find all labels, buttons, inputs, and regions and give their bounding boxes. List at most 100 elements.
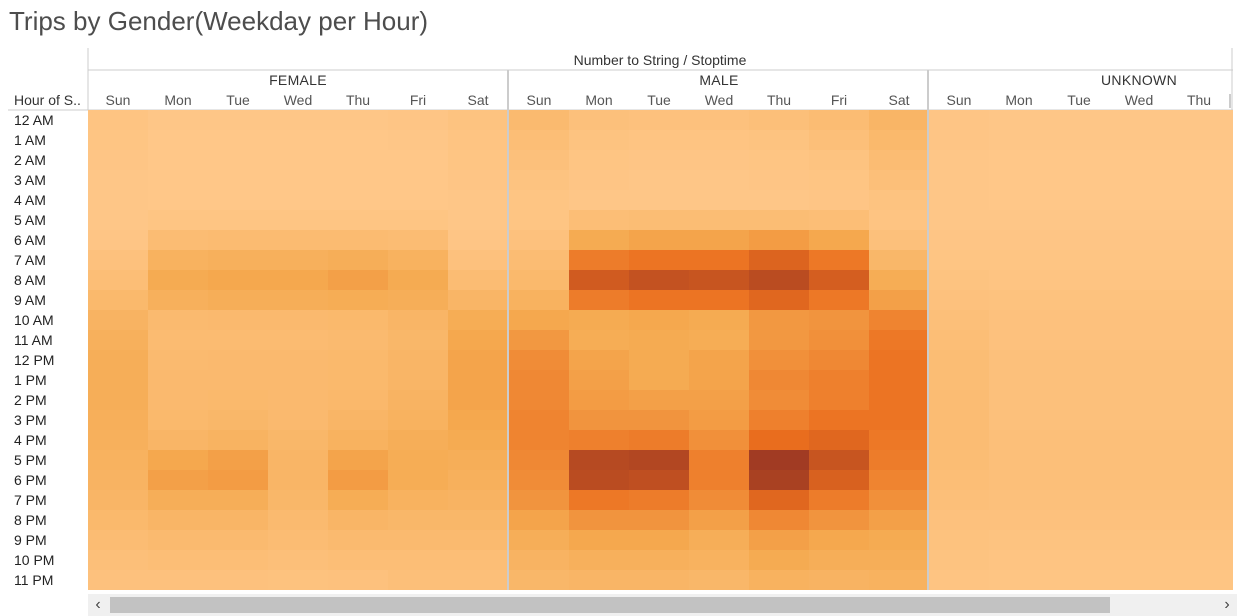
heatmap-cell bbox=[1229, 250, 1233, 270]
day-label-tue: Tue bbox=[1067, 92, 1091, 108]
scroll-left-arrow-icon[interactable]: ‹ bbox=[95, 596, 101, 613]
heatmap-cell bbox=[148, 190, 208, 210]
heatmap-cell bbox=[989, 310, 1049, 330]
heatmap-cell bbox=[1109, 310, 1169, 330]
heatmap-cell bbox=[749, 190, 809, 210]
heatmap-cell bbox=[1229, 270, 1233, 290]
heatmap-cell bbox=[208, 410, 268, 430]
heatmap-cell bbox=[1109, 510, 1169, 530]
heatmap-cell bbox=[1229, 390, 1233, 410]
heatmap-cell bbox=[208, 370, 268, 390]
heatmap-cell bbox=[1229, 510, 1233, 530]
heatmap-cell bbox=[989, 490, 1049, 510]
day-label-wed: Wed bbox=[284, 92, 313, 108]
heatmap-cell bbox=[1049, 410, 1109, 430]
heatmap-cell bbox=[148, 310, 208, 330]
heatmap-cell bbox=[929, 190, 989, 210]
heatmap-cell bbox=[1229, 170, 1233, 190]
heatmap-cell bbox=[689, 230, 749, 250]
heatmap-cell bbox=[1229, 350, 1233, 370]
heatmap-cell bbox=[388, 170, 448, 190]
heatmap-cell bbox=[268, 290, 328, 310]
heatmap-cell bbox=[268, 190, 328, 210]
heatmap-cell bbox=[509, 110, 569, 130]
heatmap-cell bbox=[809, 490, 869, 510]
hour-label: 4 AM bbox=[14, 192, 46, 208]
heatmap-cell bbox=[1049, 230, 1109, 250]
heatmap-cell bbox=[1229, 230, 1233, 250]
heatmap-cell bbox=[1169, 290, 1229, 310]
heatmap-cell bbox=[1169, 330, 1229, 350]
heatmap-cell bbox=[148, 210, 208, 230]
heatmap-cell bbox=[328, 470, 388, 490]
heatmap-cell bbox=[929, 290, 989, 310]
heatmap-cell bbox=[1109, 270, 1169, 290]
heatmap-cell bbox=[328, 250, 388, 270]
column-header-label: Number to String / Stoptime bbox=[574, 52, 747, 68]
hour-label: 11 PM bbox=[14, 572, 53, 588]
heatmap-cell bbox=[569, 510, 629, 530]
heatmap-cell bbox=[448, 570, 508, 590]
heatmap-cell bbox=[869, 570, 929, 590]
heatmap-cell bbox=[1109, 210, 1169, 230]
heatmap-cell bbox=[88, 150, 148, 170]
heatmap-cell bbox=[749, 310, 809, 330]
heatmap-cell bbox=[929, 310, 989, 330]
heatmap-cell bbox=[268, 410, 328, 430]
heatmap-cell bbox=[569, 110, 629, 130]
heatmap-cell bbox=[448, 430, 508, 450]
heatmap-cell bbox=[509, 370, 569, 390]
heatmap-cell bbox=[809, 170, 869, 190]
heatmap-cell bbox=[929, 550, 989, 570]
heatmap-cell bbox=[448, 370, 508, 390]
heatmap-cell bbox=[869, 350, 929, 370]
scrollbar-thumb[interactable] bbox=[110, 597, 1110, 613]
heatmap-cell bbox=[989, 170, 1049, 190]
heatmap-cell bbox=[268, 250, 328, 270]
heatmap-cell bbox=[989, 250, 1049, 270]
heatmap-cell bbox=[448, 350, 508, 370]
heatmap-cell bbox=[749, 510, 809, 530]
heatmap-cell bbox=[749, 470, 809, 490]
heatmap-cell bbox=[1229, 550, 1233, 570]
heatmap-cell bbox=[268, 490, 328, 510]
heatmap-cell bbox=[989, 530, 1049, 550]
heatmap-cell bbox=[448, 150, 508, 170]
heatmap-cell bbox=[509, 450, 569, 470]
heatmap-cell bbox=[388, 490, 448, 510]
heatmap-cell bbox=[268, 130, 328, 150]
heatmap-cell bbox=[448, 110, 508, 130]
heatmap-cell bbox=[148, 370, 208, 390]
heatmap-cell bbox=[268, 270, 328, 290]
heatmap-cell bbox=[929, 230, 989, 250]
heatmap-cell bbox=[148, 150, 208, 170]
heatmap-cell bbox=[629, 190, 689, 210]
heatmap-cell bbox=[989, 330, 1049, 350]
heatmap-cell bbox=[88, 190, 148, 210]
heatmap-cell bbox=[268, 330, 328, 350]
heatmap-cell bbox=[509, 210, 569, 230]
heatmap-cell bbox=[869, 470, 929, 490]
heatmap-cell bbox=[749, 390, 809, 410]
heatmap-cell bbox=[88, 430, 148, 450]
hour-label: 6 AM bbox=[14, 232, 46, 248]
heatmap-cell bbox=[749, 450, 809, 470]
heatmap-cell bbox=[1109, 430, 1169, 450]
heatmap-cell bbox=[749, 410, 809, 430]
heatmap-cell bbox=[88, 470, 148, 490]
heatmap-cell bbox=[749, 290, 809, 310]
heatmap-cell bbox=[569, 410, 629, 430]
horizontal-scrollbar[interactable]: ‹ › bbox=[88, 594, 1237, 616]
heatmap-cell bbox=[208, 270, 268, 290]
scroll-right-arrow-icon[interactable]: › bbox=[1224, 596, 1230, 613]
heatmap-cell bbox=[629, 270, 689, 290]
heatmap-cell bbox=[1169, 530, 1229, 550]
heatmap-cell bbox=[989, 470, 1049, 490]
heatmap-cell bbox=[268, 390, 328, 410]
heatmap-cell bbox=[929, 110, 989, 130]
heatmap-cell bbox=[1169, 550, 1229, 570]
hour-label: 11 AM bbox=[14, 332, 53, 348]
heatmap-cell bbox=[749, 110, 809, 130]
heatmap-cell bbox=[1049, 490, 1109, 510]
heatmap-cell bbox=[509, 130, 569, 150]
